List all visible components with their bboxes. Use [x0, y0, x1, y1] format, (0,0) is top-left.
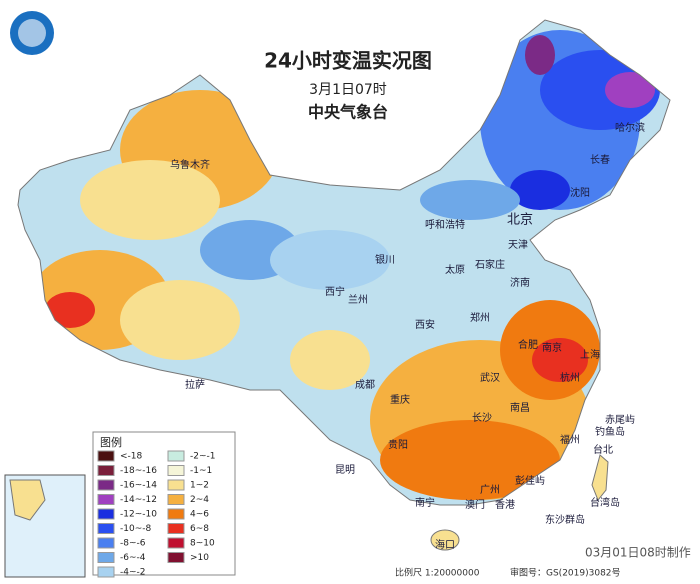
city-label: 石家庄: [475, 258, 505, 271]
city-label: 上海: [580, 348, 600, 361]
legend-swatch: [97, 523, 115, 534]
city-label: 昆明: [335, 464, 355, 476]
legend-label: 6~8: [190, 524, 209, 534]
legend-swatch: [97, 494, 115, 505]
legend-label: -16~-14: [120, 481, 157, 491]
city-label: 南昌: [510, 401, 530, 414]
legend-swatch: [97, 465, 115, 476]
legend-swatch: [167, 450, 185, 462]
city-label: 兰州: [348, 293, 368, 306]
city-label: 西宁: [325, 285, 345, 298]
made-time: 03月01日08时制作: [585, 546, 691, 560]
city-label: 银川: [375, 253, 395, 266]
legend-label: 2~4: [190, 495, 209, 505]
city-label: 南宁: [415, 496, 435, 509]
city-label: 台北: [593, 443, 613, 456]
city-label: 台湾岛: [590, 496, 620, 509]
legend-label: -4~-2: [120, 568, 146, 578]
legend-label: 4~6: [190, 510, 209, 520]
legend-label: 8~10: [190, 539, 215, 549]
city-label: 乌鲁木齐: [170, 158, 210, 171]
city-label: 海口: [435, 538, 455, 551]
city-label: 东沙群岛: [545, 513, 585, 526]
legend-swatch: [167, 494, 185, 505]
city-label: 呼和浩特: [425, 219, 465, 231]
city-label: 钓鱼岛: [595, 425, 625, 438]
city-label: 天津: [508, 239, 528, 251]
legend-swatch: [97, 479, 115, 491]
city-label: 彭佳屿: [515, 474, 545, 487]
legend-label: >10: [190, 553, 209, 563]
taiwan: [591, 454, 609, 501]
legend-label: -14~-12: [120, 495, 157, 505]
legend-swatch: [167, 465, 185, 476]
city-label: 福州: [560, 433, 580, 446]
city-label: 武汉: [480, 371, 500, 384]
city-label: 太原: [445, 263, 465, 276]
legend-label: -2~-1: [190, 452, 216, 462]
legend-label: -1~1: [190, 466, 212, 476]
legend-swatch: [167, 508, 185, 520]
date: 3月1日07时: [309, 82, 387, 98]
approval: 审图号：GS(2019)3082号: [510, 567, 621, 579]
city-label: 贵阳: [388, 438, 408, 451]
legend-label: -18~-16: [120, 466, 157, 476]
legend-swatch: [97, 537, 115, 549]
title: 24小时变温实况图: [264, 49, 432, 73]
city-label: 长沙: [472, 412, 492, 424]
legend-label: -12~-10: [120, 510, 157, 520]
city-label: 广州: [480, 484, 500, 496]
city-label: 长春: [590, 154, 610, 166]
agency: 中央气象台: [308, 103, 388, 122]
city-label: 成都: [355, 379, 375, 391]
city-label: 拉萨: [185, 378, 205, 391]
legend-swatch: [97, 450, 115, 462]
legend-swatch: [97, 508, 115, 520]
city-label: 西安: [415, 318, 435, 331]
legend-swatch: [167, 537, 185, 549]
city-label: 香港: [495, 499, 515, 511]
city-label: 济南: [510, 276, 530, 289]
city-label: 北京: [507, 213, 533, 228]
city-label: 沈阳: [570, 186, 590, 199]
city-label: 南京: [542, 341, 562, 354]
legend-label: 1~2: [190, 481, 209, 491]
scale: 比例尺 1:20000000: [395, 567, 480, 579]
legend-swatch: [167, 552, 185, 563]
city-label: 哈尔滨: [615, 121, 645, 134]
logo-inner: [18, 19, 46, 47]
legend-swatch: [97, 552, 115, 563]
inset-land: [9, 479, 46, 521]
city-label: 合肥: [518, 338, 538, 351]
city-label: 郑州: [470, 311, 490, 324]
legend-title: 图例: [100, 435, 122, 449]
city-label: 澳门: [465, 498, 485, 511]
legend-swatch: [167, 523, 185, 534]
city-label: 重庆: [390, 393, 410, 406]
legend-label: -10~-8: [120, 524, 151, 534]
legend-label: -8~-6: [120, 539, 146, 549]
legend-label: <-18: [120, 452, 143, 462]
legend-swatch: [167, 479, 185, 491]
legend-box: [92, 431, 236, 576]
city-label: 赤尾屿: [605, 414, 635, 426]
border: [17, 19, 671, 506]
legend-label: -6~-4: [120, 553, 146, 563]
legend-swatch: [97, 566, 115, 578]
hainan: [430, 529, 460, 551]
city-label: 杭州: [560, 371, 580, 384]
